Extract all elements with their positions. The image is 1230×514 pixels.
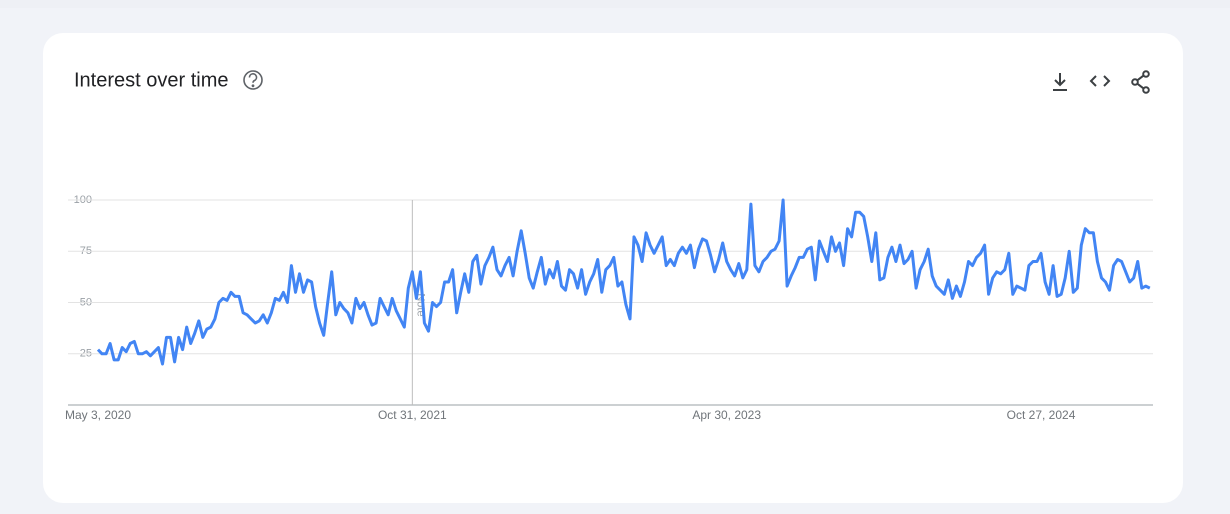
embed-icon[interactable] xyxy=(1089,75,1111,87)
share-icon[interactable] xyxy=(1131,70,1150,94)
top-strip xyxy=(0,0,1230,8)
x-tick-label: Oct 27, 2024 xyxy=(1007,408,1076,422)
chart-title: Interest over time xyxy=(74,69,229,91)
download-icon[interactable] xyxy=(1053,73,1067,91)
x-tick-label: May 3, 2020 xyxy=(65,408,131,422)
trend-line xyxy=(96,198,1151,366)
x-tick-label: Oct 31, 2021 xyxy=(378,408,447,422)
x-tick-label: Apr 30, 2023 xyxy=(692,408,761,422)
card xyxy=(43,33,1183,503)
help-icon[interactable] xyxy=(243,70,263,90)
